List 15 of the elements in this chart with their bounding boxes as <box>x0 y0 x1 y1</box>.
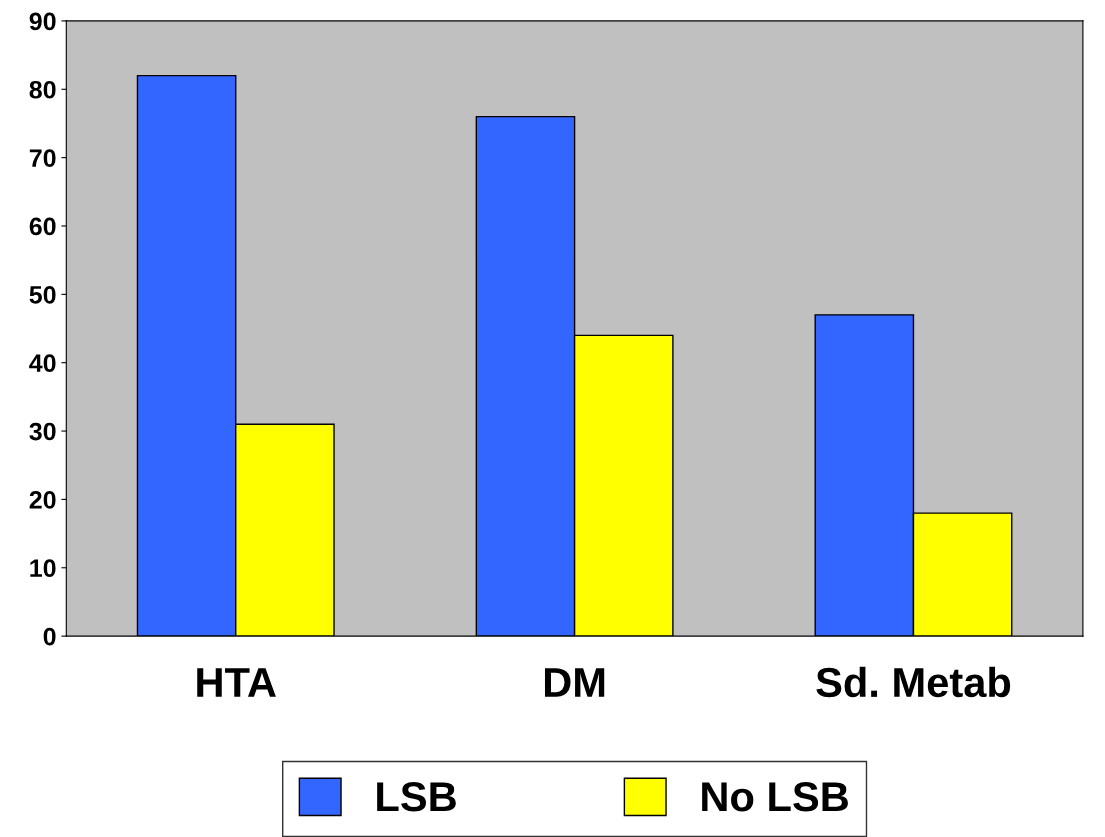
y-tick-label: 70 <box>29 149 56 167</box>
legend-label: No LSB <box>702 782 848 812</box>
y-tick-label: 0 <box>43 627 56 646</box>
y-tick-label: 10 <box>30 559 56 578</box>
x-tick-label: DM <box>544 668 605 697</box>
y-tick-label: 30 <box>29 422 56 441</box>
legend-label: LSB <box>377 782 456 812</box>
x-tick-label: HTA <box>197 668 276 697</box>
y-tick-label: 20 <box>29 491 56 509</box>
y-tick-label: 40 <box>29 354 56 372</box>
y-tick-label: 60 <box>29 217 56 236</box>
x-tick-label: Sd. Metab <box>816 666 1011 698</box>
y-tick-label: 50 <box>29 285 56 304</box>
y-tick-label: 80 <box>29 80 56 99</box>
y-tick-label: 90 <box>29 12 56 31</box>
